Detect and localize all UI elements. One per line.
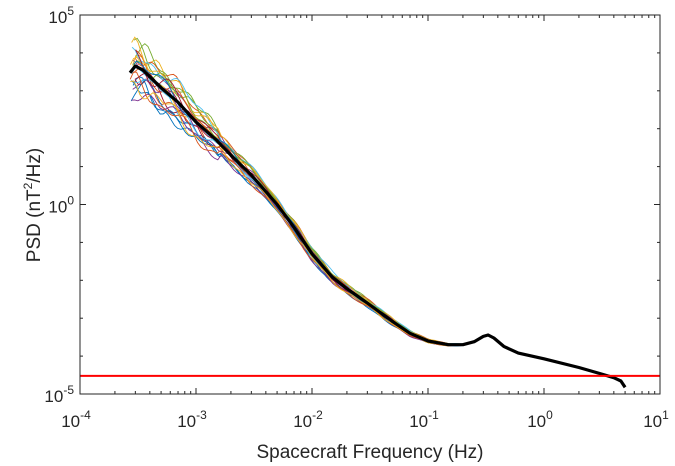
x-tick-label: 101 (643, 408, 669, 431)
x-tick-label-exponent: -4 (80, 408, 91, 422)
y-axis-label-superscript: 2 (21, 182, 35, 189)
x-tick-label-base: 10 (643, 412, 662, 431)
x-tick-label-exponent: 0 (546, 408, 553, 422)
mean-series-line (128, 64, 627, 389)
y-axis-label: PSD (nT2/Hz) (21, 148, 45, 262)
x-tick-label-base: 10 (177, 412, 196, 431)
x-tick-label: 10-3 (177, 408, 207, 431)
x-tick-label: 10-4 (61, 408, 91, 431)
y-axis-label-main: PSD (nT (24, 189, 45, 262)
y-axis-label-unit: /Hz) (24, 148, 45, 183)
x-tick-label: 10-2 (293, 408, 323, 431)
plot-area (80, 15, 660, 394)
y-tick-label-base: 10 (44, 387, 63, 406)
y-tick-label: 10-5 (44, 383, 74, 406)
mean-series-group (128, 64, 627, 389)
y-tick-label-exponent: -5 (63, 383, 74, 397)
x-tick-label-base: 10 (409, 412, 428, 431)
x-tick-label-exponent: 1 (662, 408, 669, 422)
x-axis-label: Spacecraft Frequency (Hz) (256, 442, 483, 463)
x-tick-label-exponent: -1 (428, 408, 439, 422)
x-tick-label-base: 10 (293, 412, 312, 431)
x-tick-label: 10-1 (409, 408, 439, 431)
y-tick-label-exponent: 5 (67, 4, 74, 18)
tick-marks (79, 14, 661, 395)
x-tick-label-base: 10 (527, 412, 546, 431)
x-tick-label-exponent: -3 (196, 408, 207, 422)
y-tick-label-base: 10 (48, 8, 67, 27)
x-tick-label-exponent: -2 (312, 408, 323, 422)
x-tick-label: 100 (527, 408, 553, 431)
y-tick-label-exponent: 0 (67, 194, 74, 208)
y-tick-label: 100 (48, 194, 74, 217)
y-tick-label-base: 10 (48, 198, 67, 217)
x-tick-labels: 10-4 10-3 10-2 10-1 100 101 (61, 408, 669, 431)
x-tick-label-base: 10 (61, 412, 80, 431)
y-tick-label: 105 (48, 4, 74, 27)
